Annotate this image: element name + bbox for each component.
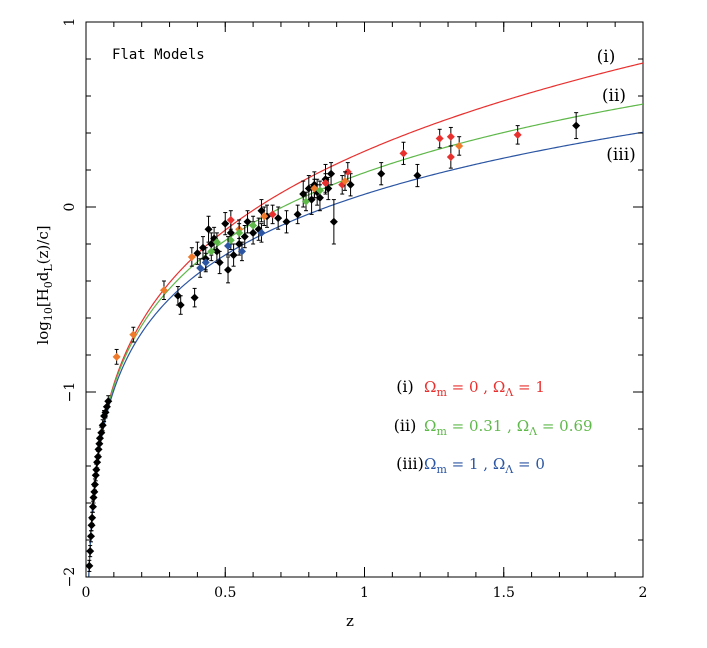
legend-entry-iii: (iii) Ωm = 1 , ΩΛ = 0 [396,454,545,476]
data-point-blue [196,258,205,278]
data-point-orange [187,247,196,267]
data-point-black [413,163,422,188]
data-point-red [226,210,235,230]
data-point-black [204,215,213,243]
data-point-green [315,180,324,201]
data-point-black [377,162,386,186]
data-point-blue [201,252,210,273]
data-point-blue [224,236,233,256]
data-point-green [207,241,216,262]
data-point-orange [455,136,464,156]
x-tick-label: 0.5 [214,585,236,601]
data-point-blue [237,241,246,262]
data-point-orange [260,206,269,226]
data-point-red [399,141,408,165]
data-point-orange [341,171,350,191]
y-tick-label: 1 [62,18,78,27]
data-point-black [299,180,308,208]
data-point-black [176,295,185,315]
data-point-green [302,191,311,212]
data-point-red [446,145,455,169]
data-point-black [240,225,249,249]
legend-text: Ωm = 0.31 , ΩΛ = 0.69 [424,417,593,438]
data-point-black [85,559,94,572]
y-tick-label: −2 [62,567,78,588]
curve-label-ii: (ii) [602,86,626,106]
legend-text: Ωm = 0 , ΩΛ = 1 [424,378,545,399]
data-point-red [321,173,330,193]
data-point-black [293,204,302,225]
data-point-black [87,530,96,543]
data-point-orange [129,326,138,343]
data-point-red [268,204,277,225]
legend-entry-ii: (ii) Ωm = 0.31 , ΩΛ = 0.69 [394,416,593,438]
data-point-black [87,519,96,532]
legend-label: (ii) [394,416,417,435]
data-point-black [329,199,338,245]
data-point-orange [112,348,121,365]
data-point-black [243,210,252,234]
curve-label-i: (i) [597,47,616,67]
y-tick-label: 0 [62,203,78,212]
data-point-black [274,206,283,230]
x-tick-label: 0 [82,585,91,601]
chart-annotation: Flat Models [112,47,205,63]
data-point-black [190,287,199,308]
y-axis-label: log10[H0dL(z)/c] [34,225,55,344]
data-point-red [435,128,444,149]
data-point-green [249,215,258,236]
data-point-red [513,125,522,145]
data-point-orange [159,280,168,300]
data-point-blue [257,223,266,243]
data-point-red [446,126,455,147]
data-point-black [88,511,97,524]
x-axis-label: z [346,612,354,630]
data-point-black [257,199,266,223]
data-point-black [193,241,202,265]
legend-text: Ωm = 1 , ΩΛ = 0 [424,455,545,476]
x-tick-label: 2 [639,585,648,601]
data-point-green [212,232,221,252]
data-point-black [221,212,230,236]
data-point-black [104,395,113,408]
data-point-black [327,162,336,186]
data-point-black [224,256,233,284]
model-curve-iii [88,131,644,577]
data-point-black [215,250,224,275]
data-point-black [173,286,182,306]
model-curve-ii [88,103,644,577]
legend-label: (iii) [396,454,424,473]
model-curve-i [88,62,644,577]
data-point-black [282,210,291,234]
x-tick-label: 1.5 [493,585,515,601]
data-point-black [229,243,238,267]
data-point-black [572,112,581,140]
data-point-green [235,223,244,243]
x-tick-label: 1 [360,585,369,601]
data-point-black [324,176,333,201]
curve-label-iii: (iii) [606,145,636,165]
data-point-black [86,545,95,558]
legend-entry-i: (i) Ωm = 0 , ΩΛ = 1 [396,377,545,399]
legend-label: (i) [396,377,414,396]
plot-frame [85,21,644,578]
y-tick-label: −1 [62,382,78,403]
